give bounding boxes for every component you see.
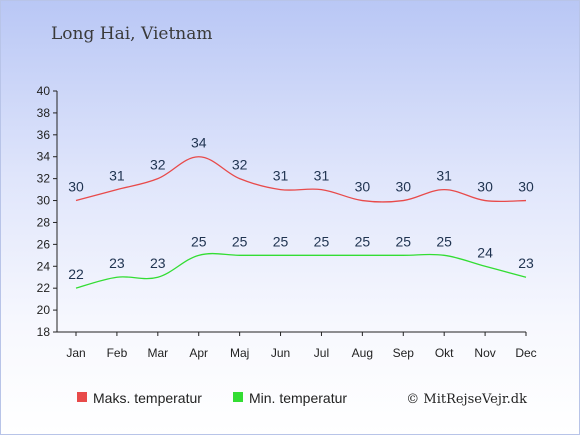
legend: Maks. temperatur Min. temperatur [77, 390, 347, 406]
max-temperature-label: 30 [518, 179, 534, 195]
min-temperature-label: 25 [191, 233, 207, 249]
y-tick-label: 22 [37, 281, 51, 295]
x-tick-label: Jun [271, 346, 290, 360]
x-tick-label: Jan [66, 346, 85, 360]
min-temperature-label: 24 [477, 244, 493, 260]
x-tick-label: Nov [474, 346, 495, 360]
max-temperature-label: 30 [477, 179, 493, 195]
y-tick-label: 34 [37, 150, 51, 164]
x-tick-label: Mar [147, 346, 168, 360]
max-temperature-label: 34 [191, 135, 207, 151]
max-temperature-label: 32 [150, 157, 166, 173]
x-tick-label: Apr [189, 346, 208, 360]
min-temperature-label: 25 [436, 233, 452, 249]
max-temperature-line [75, 156, 527, 203]
y-tick-label: 24 [37, 259, 51, 273]
min-temperature-label: 22 [68, 266, 84, 282]
series-layer [75, 156, 527, 289]
y-tick-label: 28 [37, 215, 51, 229]
y-tick-label: 20 [37, 303, 51, 317]
min-temperature-label: 25 [273, 233, 289, 249]
max-temperature-label: 31 [109, 168, 125, 184]
legend-label-min: Min. temperatur [249, 390, 347, 406]
max-temperature-label: 32 [232, 157, 248, 173]
x-tick-label: Jul [314, 346, 329, 360]
y-tick-label: 40 [37, 84, 51, 98]
min-temperature-label: 23 [518, 255, 534, 271]
min-temperature-label: 23 [150, 255, 166, 271]
max-temperature-label: 31 [273, 168, 289, 184]
legend-swatch-min [233, 392, 243, 402]
y-tick-label: 18 [37, 325, 51, 339]
min-temperature-label: 25 [395, 233, 411, 249]
legend-label-max: Maks. temperatur [93, 390, 202, 406]
y-tick-label: 38 [37, 106, 51, 120]
legend-swatch-max [77, 392, 87, 402]
min-temperature-line [75, 252, 527, 289]
min-temperature-label: 25 [355, 233, 371, 249]
credit-text: © MitRejseVejr.dk [406, 392, 527, 407]
chart-title: Long Hai, Vietnam [51, 24, 212, 44]
y-tick-label: 32 [37, 172, 51, 186]
data-labels: 30 31 32 34 32 31 31 30 30 31 30 30 22 23 23 25 25 25 25 25… [68, 135, 534, 282]
max-temperature-label: 31 [314, 168, 330, 184]
x-tick-label: Sep [393, 346, 415, 360]
x-tick-label: Aug [352, 346, 373, 360]
axes: 18 20 22 24 26 28 30 32 34 36 38 40 Jan Feb Mar Apr Maj J… [37, 84, 537, 360]
x-tick-label: Okt [435, 346, 454, 360]
max-temperature-label: 30 [355, 179, 371, 195]
max-temperature-label: 31 [436, 168, 452, 184]
min-temperature-label: 23 [109, 255, 125, 271]
y-tick-label: 36 [37, 128, 51, 142]
x-tick-label: Dec [515, 346, 536, 360]
min-temperature-label: 25 [314, 233, 330, 249]
x-tick-label: Feb [107, 346, 128, 360]
y-tick-label: 30 [37, 194, 51, 208]
min-temperature-label: 25 [232, 233, 248, 249]
max-temperature-label: 30 [68, 179, 84, 195]
y-tick-label: 26 [37, 237, 51, 251]
max-temperature-label: 30 [395, 179, 411, 195]
x-tick-label: Maj [230, 346, 249, 360]
